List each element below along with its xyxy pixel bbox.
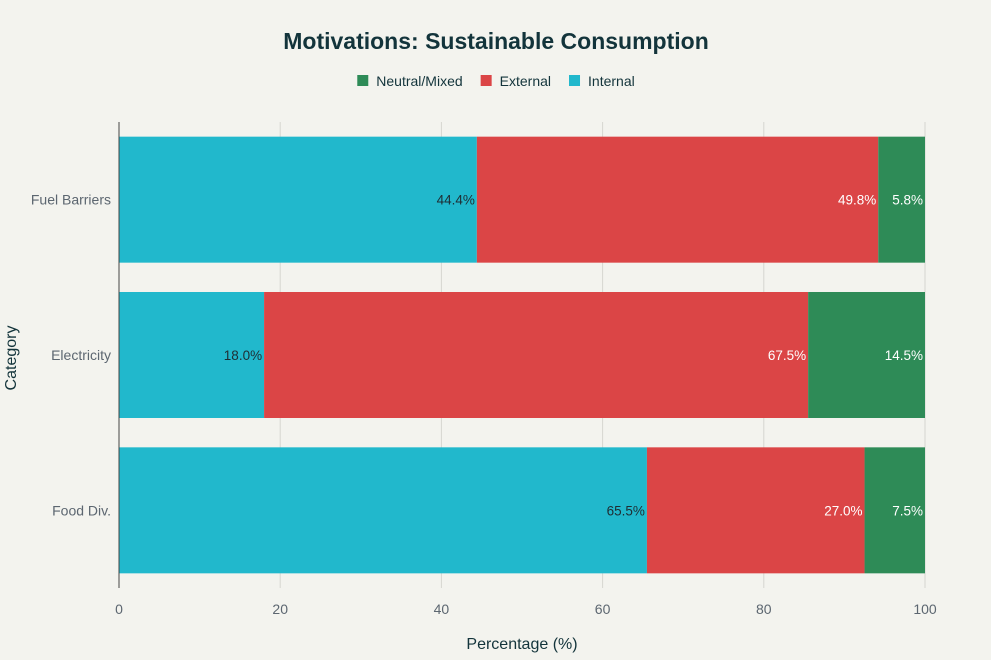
data-label: 67.5% — [768, 348, 806, 363]
data-label: 18.0% — [224, 348, 262, 363]
x-axis-title: Percentage (%) — [466, 636, 577, 653]
x-tick-label: 100 — [913, 601, 937, 617]
x-tick-label: 0 — [115, 601, 123, 617]
bar-segment-internal — [119, 447, 647, 574]
y-category-label: Electricity — [51, 347, 111, 363]
y-category-label: Fuel Barriers — [31, 192, 111, 208]
data-labels: 44.4% 49.8% 5.8% 18.0% 67.5% 14.5% 65.5% 27.0% 7… — [224, 193, 923, 519]
legend-swatch-external — [480, 75, 492, 86]
legend: Neutral/Mixed External Internal — [357, 73, 635, 89]
x-tick-label: 60 — [595, 601, 611, 617]
bar-segment-external — [646, 447, 865, 574]
y-axis-categories: Fuel Barriers Electricity Food Div. — [31, 192, 111, 519]
bars — [119, 136, 925, 574]
data-label: 14.5% — [885, 348, 923, 363]
x-tick-label: 80 — [756, 601, 772, 617]
legend-label-internal: Internal — [588, 73, 635, 89]
bar-segment-external — [264, 292, 809, 418]
bar-segment-neutral-mixed — [864, 447, 925, 574]
bar-segment-external — [476, 136, 879, 263]
x-tick-label: 20 — [272, 601, 288, 617]
data-label: 7.5% — [892, 503, 923, 518]
chart-title: Motivations: Sustainable Consumption — [283, 28, 709, 54]
legend-swatch-internal — [569, 75, 581, 86]
x-axis-ticks: 0 20 40 60 80 100 — [115, 601, 937, 617]
y-category-label: Food Div. — [52, 502, 111, 518]
data-label: 5.8% — [892, 193, 923, 208]
data-label: 49.8% — [838, 193, 876, 208]
y-axis-title: Category — [3, 326, 20, 391]
data-label: 65.5% — [607, 503, 645, 518]
x-tick-label: 40 — [434, 601, 450, 617]
bar-segment-internal — [119, 292, 265, 418]
bar-segment-internal — [119, 136, 477, 263]
bar-segment-neutral-mixed — [808, 292, 925, 418]
data-label: 27.0% — [824, 503, 862, 518]
data-label: 44.4% — [437, 193, 475, 208]
legend-swatch-neutral-mixed — [357, 75, 369, 86]
bar-segment-neutral-mixed — [878, 136, 925, 263]
legend-label-external: External — [500, 73, 551, 89]
legend-label-neutral-mixed: Neutral/Mixed — [376, 73, 462, 89]
